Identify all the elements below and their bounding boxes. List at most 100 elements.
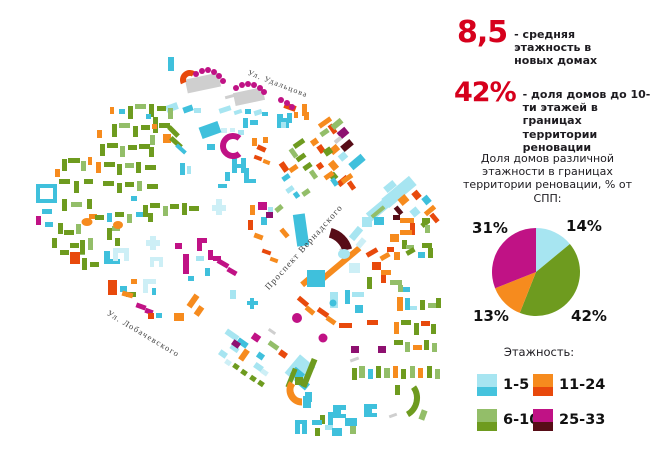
building (104, 251, 110, 264)
building (220, 78, 226, 84)
building (350, 426, 356, 434)
building (81, 161, 86, 171)
building (262, 158, 271, 166)
legend-label: 11-24 (559, 377, 606, 393)
building (333, 414, 346, 418)
building (296, 295, 310, 308)
stat-value: 42% (454, 77, 517, 108)
building (410, 223, 415, 235)
building (400, 230, 412, 235)
building (418, 368, 423, 378)
building (398, 285, 403, 292)
legend-item-6-10: 6-10 (477, 409, 539, 431)
building (113, 248, 129, 253)
building (249, 374, 257, 383)
building (145, 165, 156, 170)
building (182, 104, 194, 114)
building (184, 72, 222, 94)
building (322, 146, 334, 157)
building (257, 85, 263, 91)
building (163, 206, 168, 216)
building (397, 297, 403, 311)
building (302, 161, 313, 172)
legend-swatch-6-10 (477, 409, 497, 431)
building (112, 124, 117, 137)
building (253, 361, 264, 373)
building (197, 243, 202, 251)
building (388, 412, 398, 419)
building (188, 276, 194, 281)
building (367, 277, 372, 289)
building (205, 268, 210, 276)
building (287, 113, 292, 123)
building (374, 217, 384, 225)
building (376, 366, 381, 378)
building (367, 320, 378, 325)
building (278, 97, 284, 103)
building (150, 203, 160, 208)
building (295, 420, 307, 424)
building (137, 181, 142, 191)
building (381, 275, 386, 283)
building (436, 298, 441, 308)
building (364, 409, 372, 413)
building (409, 206, 421, 218)
building (422, 218, 430, 223)
building (288, 163, 299, 174)
building (131, 279, 137, 284)
legend-row: 1-5 11-24 (477, 374, 605, 396)
building (117, 183, 122, 193)
legend-label: 6-10 (503, 412, 540, 428)
building (393, 215, 400, 220)
building (431, 324, 436, 334)
building (330, 117, 344, 131)
building (285, 185, 295, 194)
building (189, 206, 199, 211)
stat-value: 8,5 (457, 15, 508, 50)
building (403, 287, 410, 292)
building (320, 415, 325, 424)
building (136, 162, 141, 173)
building (309, 137, 320, 147)
building (97, 130, 102, 138)
building (143, 205, 148, 217)
legend-swatch-1-5 (477, 374, 497, 396)
building (427, 366, 432, 378)
building (307, 270, 325, 287)
building (182, 203, 187, 215)
building (88, 157, 92, 165)
building (128, 106, 133, 119)
building (340, 173, 354, 184)
building (115, 212, 124, 217)
building (248, 220, 253, 230)
building (175, 143, 187, 155)
building (260, 368, 269, 377)
building (384, 368, 390, 378)
building (410, 366, 415, 378)
building (364, 404, 377, 409)
building (278, 349, 288, 359)
legend-item-11-24: 11-24 (533, 374, 605, 396)
building (252, 138, 257, 146)
building (107, 228, 112, 240)
building (277, 114, 283, 126)
building (229, 343, 240, 354)
building (379, 251, 391, 262)
building (355, 305, 363, 313)
building (196, 256, 204, 261)
building (411, 189, 422, 201)
building (429, 212, 440, 224)
building (402, 240, 407, 249)
building (418, 252, 425, 258)
building (314, 245, 362, 287)
legend-label: 25-33 (559, 412, 606, 428)
building (370, 205, 386, 219)
building (187, 166, 191, 174)
building (418, 409, 428, 421)
building (239, 82, 245, 88)
building (135, 302, 147, 311)
building (128, 145, 137, 150)
building (115, 238, 120, 246)
building (401, 320, 411, 325)
building (208, 250, 213, 260)
